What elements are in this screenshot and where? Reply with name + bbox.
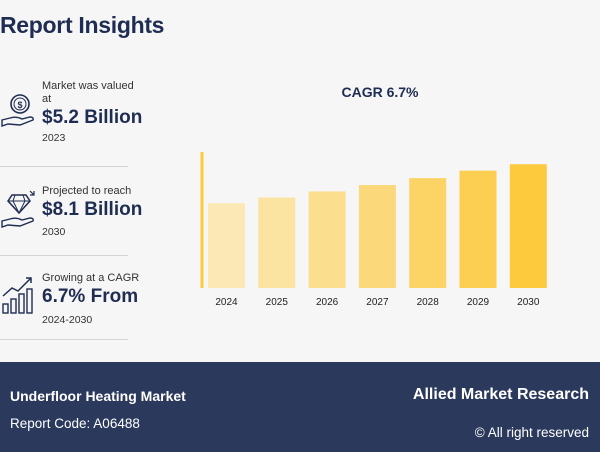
diamond-hand-icon [1,190,35,228]
bar-2025 [258,197,296,288]
footer-banner: Underfloor Heating Market Report Code: A… [0,362,600,452]
market-name: Underfloor Heating Market [10,388,186,404]
bar-2028 [409,178,447,288]
page-title: Report Insights [0,12,165,38]
chart-title: CAGR 6.7% [341,84,419,100]
bar-chart: CAGR 6.7% 2024 2025 2026 2027 2028 2029 2030 [185,70,575,320]
brand-name: Allied Market Research [412,386,589,403]
stat-label: Market was valued at [42,80,134,105]
x-tick-label: 2027 [366,297,389,308]
copyright: © All right reserved [474,425,589,440]
bar-2026 [308,191,346,288]
stat-value: $5.2 Billion [42,107,143,128]
report-code: Report Code: A06488 [10,416,140,431]
x-tick-label: 2026 [316,297,339,308]
stat-year: 2023 [42,132,66,144]
x-tick-label: 2024 [215,297,238,308]
stat-label: Projected to reach [42,185,132,197]
x-tick-label: 2029 [467,297,490,308]
stat-value: 6.7% From [42,286,139,307]
divider [0,166,128,167]
stat-label: Growing at a CAGR [42,272,140,284]
divider [0,255,128,256]
bar-2029 [459,170,497,288]
x-tick-label: 2028 [417,297,440,308]
money-hand-icon: $ [1,94,34,127]
stat-year: 2030 [42,226,66,238]
x-tick-label: 2025 [266,297,289,308]
growth-chart-icon [2,277,33,314]
x-tick-label: 2030 [517,297,540,308]
stat-value: $8.1 Billion [42,199,143,220]
stat-year: 2024-2030 [42,314,93,326]
bar-2024 [208,203,245,288]
bar-2030 [509,164,547,288]
chart-svg: 2024 2025 2026 2027 2028 2029 2030 [200,152,547,308]
svg-text:$: $ [17,100,22,110]
divider [0,339,128,340]
bar-2027 [358,185,396,288]
